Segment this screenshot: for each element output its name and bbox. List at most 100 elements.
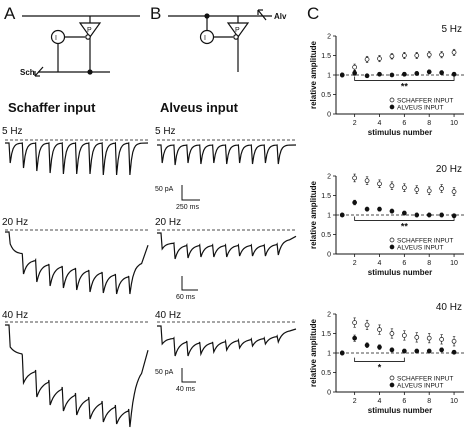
legend-marker [389, 244, 395, 250]
schaffer-5hz-trace [5, 142, 149, 176]
x-tick-label: 8 [427, 398, 431, 405]
schaffer-point [364, 322, 370, 328]
schaffer-point [439, 52, 444, 58]
y-tick-label: 0.5 [321, 370, 331, 377]
schaffer-freq-label-20hz: 20 Hz [2, 217, 28, 228]
schaffer-point [377, 327, 382, 332]
alveus-40hz-scale-bar [181, 368, 196, 383]
y-tick-label: 2 [327, 34, 331, 41]
schaffer-point [414, 187, 420, 192]
panel-a-letter: A [4, 4, 16, 23]
alveus-20hz-scale-bar [181, 276, 198, 291]
panel-b-circuit-schematic [168, 9, 272, 72]
x-tick-label: 2 [353, 120, 357, 127]
x-tick-label: 10 [450, 398, 458, 405]
alveus-point [377, 71, 382, 77]
panel-b-letter: B [150, 4, 161, 23]
y-tick-label: 1 [327, 351, 331, 358]
alveus-point [414, 212, 420, 218]
alveus-freq-label-5hz: 5 Hz [155, 126, 176, 137]
alveus-input-title: Alveus input [160, 100, 239, 115]
alveus-point [364, 206, 370, 212]
y-tick-label: 0 [327, 112, 331, 119]
panel-a-circuit-schematic [22, 15, 140, 77]
alveus-point [364, 342, 370, 348]
scale-time-label-40ms: 40 ms [176, 386, 196, 393]
schaffer-point [364, 57, 370, 62]
significance-bracket [354, 357, 405, 362]
alveus-point [339, 72, 345, 78]
schaffer-point [377, 181, 382, 187]
schaffer-point [439, 337, 444, 342]
alveus-point [401, 210, 407, 216]
alveus-point [352, 70, 357, 76]
schaffer-point [401, 333, 407, 338]
alveus-point [439, 212, 444, 218]
schaffer-20hz-trace [5, 231, 149, 295]
legend-label: SCHAFFER INPUT [397, 97, 453, 104]
panel-a-input-label: Sch [20, 68, 35, 77]
legend-marker [389, 382, 395, 388]
legend-label: ALVEUS INPUT [397, 104, 444, 111]
schaffer-point [352, 175, 357, 181]
alveus-point [377, 206, 382, 212]
y-tick-label: 1.5 [321, 331, 331, 338]
alveus-5hz-trace [157, 144, 297, 166]
panel-a-interneuron-label: I [55, 35, 57, 42]
x-axis-title: stimulus number [368, 128, 432, 137]
alveus-freq-label-20hz: 20 Hz [155, 217, 181, 228]
y-axis-title: relative amplitude [309, 318, 318, 387]
schaffer-freq-label-5hz: 5 Hz [2, 126, 23, 137]
y-axis-title: relative amplitude [309, 40, 318, 109]
panel-b-pyramidal-label: P [235, 27, 240, 34]
x-tick-label: 10 [450, 120, 458, 127]
significance-bracket [354, 216, 455, 221]
chart-1: 0 0.5 1 1.5 2 2 4 6 8 10 20 Hz stimulus number relat… [309, 164, 464, 277]
chart-2: 0 0.5 1 1.5 2 2 4 6 8 10 40 Hz stimulus number relat… [309, 302, 464, 415]
schaffer-40hz-trace [5, 324, 149, 428]
alveus-point [389, 72, 395, 78]
alveus-point [414, 71, 420, 76]
x-tick-label: 2 [353, 398, 357, 405]
alveus-point [414, 348, 420, 354]
alveus-point [439, 70, 444, 76]
alveus-point [451, 349, 457, 355]
schaffer-point [389, 331, 395, 336]
schaffer-point [426, 52, 432, 58]
x-tick-label: 4 [378, 398, 382, 405]
alveus-point [377, 344, 382, 350]
schaffer-point [451, 338, 457, 344]
alveus-20hz-trace [157, 232, 297, 260]
significance-bracket [354, 76, 455, 81]
y-tick-label: 2 [327, 312, 331, 319]
schaffer-point [377, 56, 382, 61]
alveus-point [426, 212, 432, 218]
x-axis-title: stimulus number [368, 406, 432, 415]
legend-label: SCHAFFER INPUT [397, 237, 453, 244]
chart-0: 0 0.5 1 1.5 2 2 4 6 8 10 5 Hz stimulus number relati… [309, 24, 464, 137]
alveus-point [339, 350, 345, 356]
legend-label: ALVEUS INPUT [397, 244, 444, 251]
legend-marker [389, 375, 395, 381]
x-tick-label: 4 [378, 260, 382, 267]
schaffer-point [426, 188, 432, 194]
schaffer-input-title: Schaffer input [8, 100, 96, 115]
legend-marker [389, 104, 395, 110]
scale-amp-label-2: 50 pA [155, 369, 174, 376]
legend-marker [389, 97, 395, 103]
y-axis-title: relative amplitude [309, 180, 318, 249]
x-tick-label: 6 [402, 260, 406, 267]
legend-marker [389, 237, 395, 243]
significance-label: * [378, 363, 382, 373]
x-tick-label: 6 [402, 398, 406, 405]
legend-label: ALVEUS INPUT [397, 382, 444, 389]
schaffer-point [389, 183, 395, 189]
alveus-point [451, 71, 457, 77]
schaffer-point [364, 178, 370, 184]
significance-label: ** [401, 221, 409, 231]
scale-time-label-60ms: 60 ms [176, 294, 196, 301]
significance-label: ** [401, 81, 409, 91]
chart-title: 20 Hz [436, 164, 462, 175]
x-tick-label: 2 [353, 260, 357, 267]
